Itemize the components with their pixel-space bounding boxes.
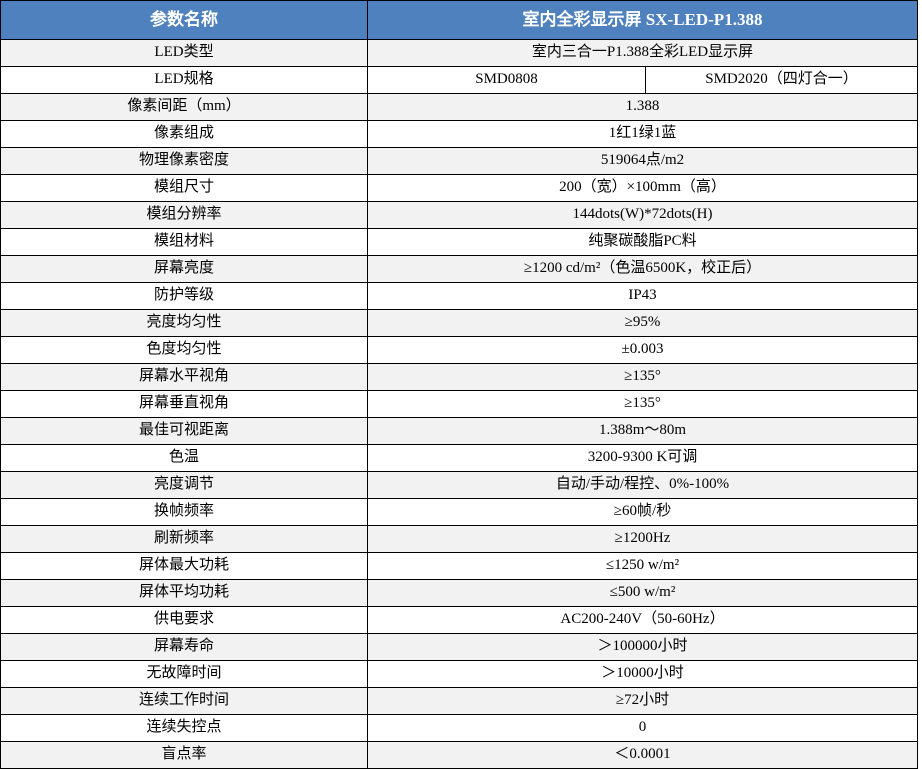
parameter-value-cell: ≤500 w/m² <box>367 579 918 607</box>
parameter-value-cell: ±0.003 <box>367 336 918 364</box>
table-row: 屏幕寿命 ＞100000小时 <box>0 633 918 661</box>
parameter-value-cell: 室内三合一P1.388全彩LED显示屏 <box>367 39 918 67</box>
parameter-name-cell: 屏幕寿命 <box>0 633 368 661</box>
parameter-value-cell: ≥95% <box>367 309 918 337</box>
parameter-value-cell: 3200-9300 K可调 <box>367 444 918 472</box>
table-header-row: 参数名称 室内全彩显示屏 SX-LED-P1.388 <box>0 0 918 40</box>
parameter-name-cell: LED类型 <box>0 39 368 67</box>
parameter-value-cell: ≥60帧/秒 <box>367 498 918 526</box>
parameter-name-cell: 屏体平均功耗 <box>0 579 368 607</box>
parameter-name-cell: LED规格 <box>0 66 368 94</box>
parameter-name-cell: 最佳可视距离 <box>0 417 368 445</box>
table-row: 防护等级 IP43 <box>0 282 918 310</box>
parameter-name-cell: 刷新频率 <box>0 525 368 553</box>
parameter-value-cell: 1.388m～80m <box>367 417 918 445</box>
parameter-name-cell: 无故障时间 <box>0 660 368 688</box>
parameter-value-cell: 200（宽）×100mm（高） <box>367 174 918 202</box>
parameter-name-cell: 亮度均匀性 <box>0 309 368 337</box>
table-row: 连续工作时间 ≥72小时 <box>0 687 918 715</box>
parameter-name-cell: 防护等级 <box>0 282 368 310</box>
parameter-name-cell: 像素间距（mm） <box>0 93 368 121</box>
parameter-value-cell: 144dots(W)*72dots(H) <box>367 201 918 229</box>
parameter-name-cell: 换帧频率 <box>0 498 368 526</box>
parameter-value-cell: 0 <box>367 714 918 742</box>
header-cell-product-title: 室内全彩显示屏 SX-LED-P1.388 <box>367 0 918 40</box>
parameter-name-cell: 屏幕亮度 <box>0 255 368 283</box>
table-row: 亮度调节 自动/手动/程控、0%-100% <box>0 471 918 499</box>
table-row: 换帧频率 ≥60帧/秒 <box>0 498 918 526</box>
table-row: 模组材料 纯聚碳酸脂PC料 <box>0 228 918 256</box>
table-row: LED类型 室内三合一P1.388全彩LED显示屏 <box>0 39 918 67</box>
table-row: 物理像素密度 519064点/m2 <box>0 147 918 175</box>
parameter-name-cell: 屏体最大功耗 <box>0 552 368 580</box>
table-row: 亮度均匀性 ≥95% <box>0 309 918 337</box>
table-body: LED类型 室内三合一P1.388全彩LED显示屏 LED规格 SMD0808 SMD2… <box>0 39 918 769</box>
parameter-value-cell: ＞100000小时 <box>367 633 918 661</box>
table-row: 模组分辨率 144dots(W)*72dots(H) <box>0 201 918 229</box>
parameter-value-cell: ≥135° <box>367 390 918 418</box>
parameter-name-cell: 色度均匀性 <box>0 336 368 364</box>
table-row: LED规格 SMD0808 SMD2020（四灯合一） <box>0 66 918 94</box>
table-row: 无故障时间 ＞10000小时 <box>0 660 918 688</box>
parameter-value-cell: ＞10000小时 <box>367 660 918 688</box>
parameter-value-cell: ≥1200Hz <box>367 525 918 553</box>
parameter-name-cell: 盲点率 <box>0 741 368 769</box>
parameter-value-cell-secondary: SMD2020（四灯合一） <box>645 66 918 94</box>
parameter-name-cell: 模组材料 <box>0 228 368 256</box>
table-row: 屏体平均功耗 ≤500 w/m² <box>0 579 918 607</box>
table-row: 供电要求 AC200-240V（50-60Hz） <box>0 606 918 634</box>
table-row: 像素组成 1红1绿1蓝 <box>0 120 918 148</box>
table-row: 最佳可视距离 1.388m～80m <box>0 417 918 445</box>
parameter-name-cell: 物理像素密度 <box>0 147 368 175</box>
parameter-name-cell: 模组尺寸 <box>0 174 368 202</box>
parameter-name-cell: 模组分辨率 <box>0 201 368 229</box>
parameter-value-cell: ≥135° <box>367 363 918 391</box>
parameter-name-cell: 亮度调节 <box>0 471 368 499</box>
table-row: 像素间距（mm） 1.388 <box>0 93 918 121</box>
table-row: 模组尺寸 200（宽）×100mm（高） <box>0 174 918 202</box>
parameter-name-cell: 色温 <box>0 444 368 472</box>
table-row: 屏幕亮度 ≥1200 cd/m²（色温6500K，校正后） <box>0 255 918 283</box>
parameter-value-cell: ≥72小时 <box>367 687 918 715</box>
parameter-value-cell: 1.388 <box>367 93 918 121</box>
table-row: 连续失控点 0 <box>0 714 918 742</box>
table-row: 色温 3200-9300 K可调 <box>0 444 918 472</box>
parameter-name-cell: 屏幕垂直视角 <box>0 390 368 418</box>
parameter-name-cell: 连续失控点 <box>0 714 368 742</box>
parameter-value-cell: ≥1200 cd/m²（色温6500K，校正后） <box>367 255 918 283</box>
parameter-value-cell: 纯聚碳酸脂PC料 <box>367 228 918 256</box>
header-cell-parameter-name: 参数名称 <box>0 0 368 40</box>
table-row: 色度均匀性 ±0.003 <box>0 336 918 364</box>
table-row: 盲点率 ＜0.0001 <box>0 741 918 769</box>
parameter-value-cell: 519064点/m2 <box>367 147 918 175</box>
table-row: 屏幕水平视角 ≥135° <box>0 363 918 391</box>
parameter-name-cell: 供电要求 <box>0 606 368 634</box>
parameter-value-cell: IP43 <box>367 282 918 310</box>
parameter-value-cell: 1红1绿1蓝 <box>367 120 918 148</box>
parameter-value-cell: ＜0.0001 <box>367 741 918 769</box>
parameter-value-cell-primary: SMD0808 <box>367 66 646 94</box>
parameter-name-cell: 像素组成 <box>0 120 368 148</box>
table-row: 屏体最大功耗 ≤1250 w/m² <box>0 552 918 580</box>
table-header: 参数名称 室内全彩显示屏 SX-LED-P1.388 <box>0 0 918 40</box>
table-row: 刷新频率 ≥1200Hz <box>0 525 918 553</box>
parameter-value-cell: 自动/手动/程控、0%-100% <box>367 471 918 499</box>
parameter-value-cell: ≤1250 w/m² <box>367 552 918 580</box>
parameter-name-cell: 连续工作时间 <box>0 687 368 715</box>
table-row: 屏幕垂直视角 ≥135° <box>0 390 918 418</box>
parameter-name-cell: 屏幕水平视角 <box>0 363 368 391</box>
parameter-value-cell: AC200-240V（50-60Hz） <box>367 606 918 634</box>
